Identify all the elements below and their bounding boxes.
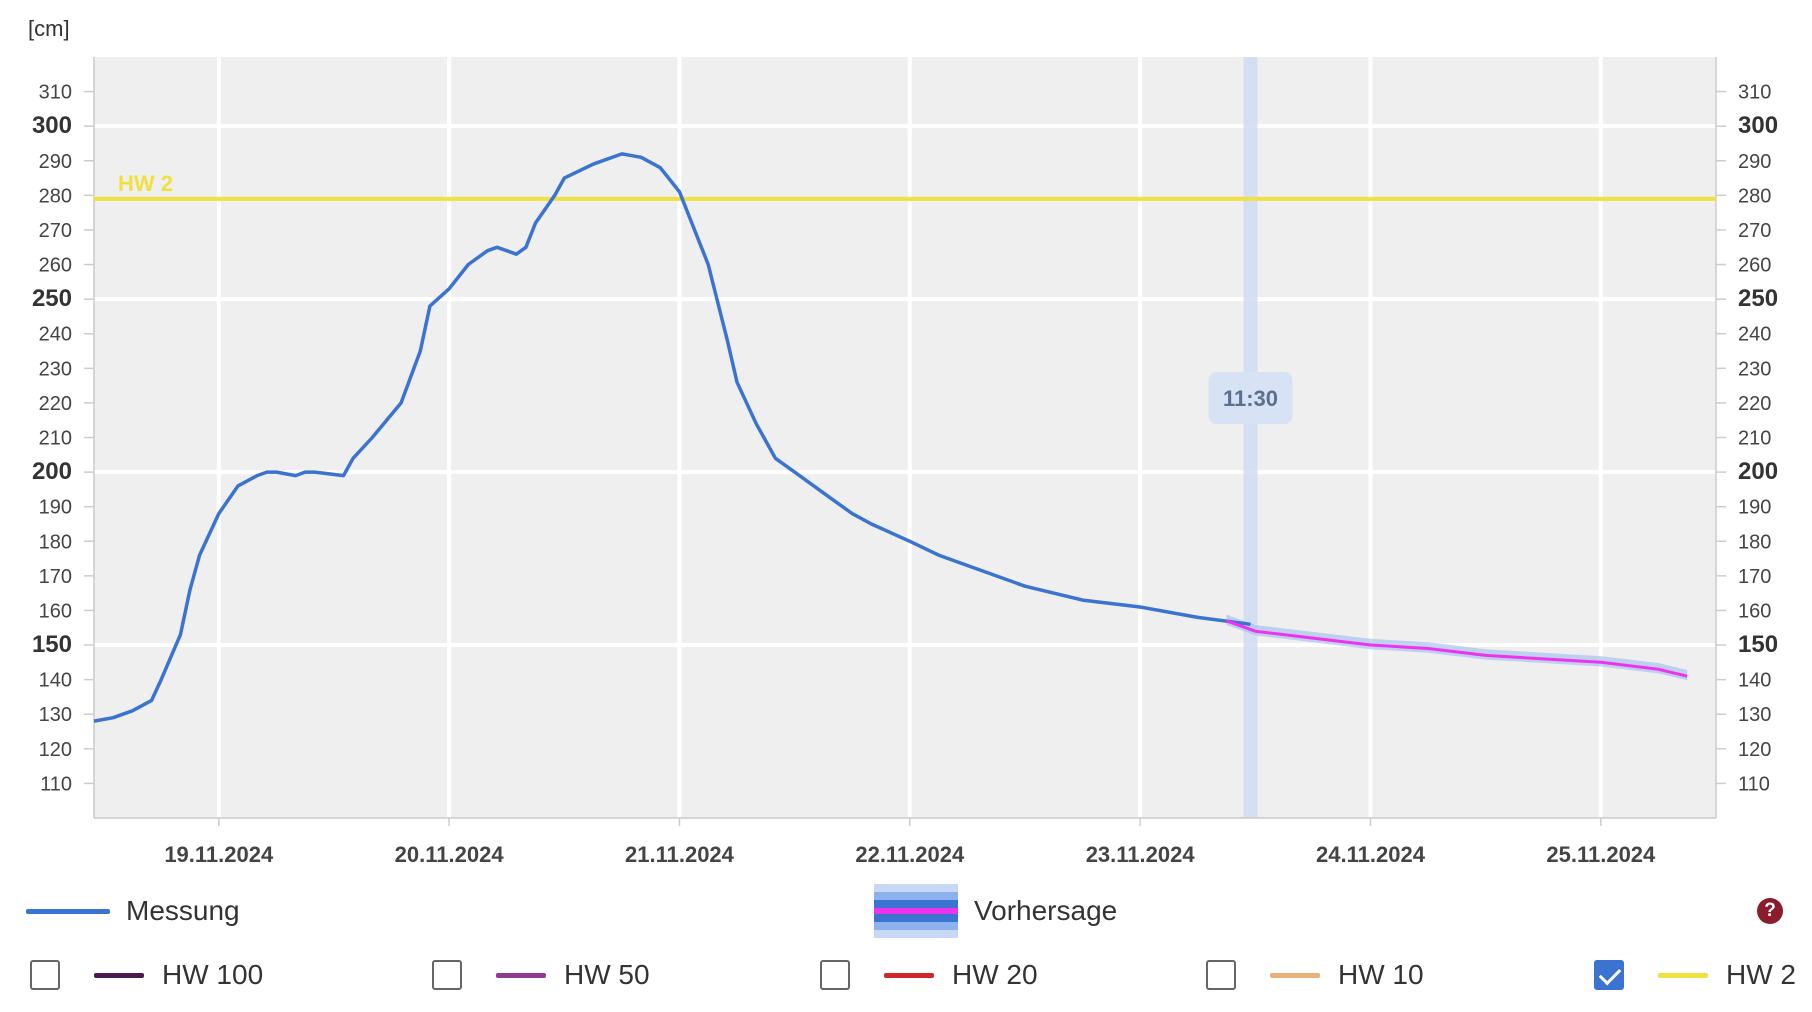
y-tick-label-left: 200	[32, 458, 72, 485]
y-tick-label-left: 180	[39, 531, 72, 553]
y-tick-label-left: 170	[39, 566, 72, 588]
y-tick-label-left: 280	[39, 185, 72, 207]
y-tick-label-left: 160	[39, 600, 72, 622]
threshold-swatch	[1270, 972, 1320, 978]
y-tick-label-right: 310	[1738, 82, 1771, 104]
threshold-swatch	[496, 972, 546, 978]
plot-area	[94, 57, 1716, 818]
legend-measurement-label: Messung	[126, 895, 240, 926]
threshold-swatch	[94, 972, 144, 978]
y-tick-label-left: 220	[39, 393, 72, 415]
x-tick-label: 23.11.2024	[1086, 842, 1196, 867]
legend-measurement[interactable]: Messung	[26, 886, 240, 936]
y-tick-label-left: 240	[39, 324, 72, 346]
threshold-checkbox[interactable]	[30, 960, 60, 990]
threshold-swatch	[884, 972, 934, 978]
y-tick-label-left: 270	[39, 220, 72, 242]
forecast-swatch	[874, 884, 958, 938]
y-tick-label-right: 200	[1738, 458, 1778, 485]
threshold-legend: HW 100 HW 50 HW 20 HW 10 HW 2	[0, 950, 1812, 1000]
question-circle-icon[interactable]: ?	[1757, 898, 1783, 924]
y-tick-label-left: 300	[32, 112, 72, 139]
current-time-band	[1243, 57, 1258, 818]
measurement-series-line[interactable]	[93, 152, 1251, 723]
y-tick-label-right: 170	[1738, 566, 1771, 588]
y-tick-label-left: 210	[39, 428, 72, 450]
x-tick-label: 24.11.2024	[1316, 842, 1426, 867]
y-tick-label-right: 270	[1738, 220, 1771, 242]
threshold-toggle-hw100[interactable]: HW 100	[30, 950, 263, 1000]
x-tick-label: 19.11.2024	[164, 842, 274, 867]
y-tick-label-right: 210	[1738, 428, 1771, 450]
threshold-label: HW 50	[564, 959, 650, 990]
measurement-swatch	[26, 908, 110, 914]
y-axis-right-ticks: 110 120 130 140 150 160 170 180 190 200 210 220 230 2…	[1716, 82, 1778, 795]
tooltip-time-text: 11:30	[1223, 386, 1278, 411]
y-axis-unit-label: [cm]	[28, 16, 70, 41]
y-tick-label-left: 150	[32, 631, 72, 658]
y-tick-label-right: 240	[1738, 324, 1771, 346]
y-tick-label-right: 190	[1738, 497, 1771, 519]
x-tick-label: 25.11.2024	[1546, 842, 1656, 867]
y-tick-label-right: 140	[1738, 670, 1771, 692]
y-tick-label-right: 120	[1738, 739, 1771, 761]
y-axis-left-ticks: 110 120 130 140 150 160 170 180 190 200 210 220 230 2…	[32, 82, 94, 795]
y-tick-label-right: 160	[1738, 600, 1771, 622]
threshold-checkbox[interactable]	[1594, 960, 1624, 990]
y-tick-label-left: 230	[39, 358, 72, 380]
y-tick-label-right: 150	[1738, 631, 1778, 658]
threshold-checkbox[interactable]	[1206, 960, 1236, 990]
tooltip-box	[1208, 372, 1293, 424]
threshold-label: HW 2	[1726, 959, 1796, 990]
threshold-toggle-hw2[interactable]: HW 2	[1594, 950, 1796, 1000]
series-legend: Messung Vorhersage ?	[0, 884, 1812, 938]
forecast-swatch-band	[874, 908, 958, 914]
threshold-label: HW 10	[1338, 959, 1424, 990]
y-tick-label-right: 180	[1738, 531, 1771, 553]
y-tick-label-right: 130	[1738, 704, 1771, 726]
x-axis-ticks: 19.11.2024 20.11.2024 21.11.2024 22.11.2024…	[164, 818, 1656, 867]
threshold-toggle-hw50[interactable]: HW 50	[432, 950, 650, 1000]
y-tick-label-right: 220	[1738, 393, 1771, 415]
y-tick-label-left: 120	[39, 739, 72, 761]
threshold-toggle-hw10[interactable]: HW 10	[1206, 950, 1424, 1000]
y-tick-label-left: 190	[39, 497, 72, 519]
hw2-threshold-label: HW 2	[118, 171, 173, 196]
y-tick-label-right: 290	[1738, 151, 1771, 173]
threshold-checkbox[interactable]	[820, 960, 850, 990]
y-tick-label-left: 250	[32, 285, 72, 312]
y-tick-label-left: 310	[39, 82, 72, 104]
threshold-checkbox[interactable]	[432, 960, 462, 990]
y-tick-label-right: 260	[1738, 255, 1771, 277]
y-tick-label-right: 280	[1738, 185, 1771, 207]
x-tick-label: 22.11.2024	[855, 842, 965, 867]
y-tick-label-left: 260	[39, 255, 72, 277]
y-tick-label-right: 230	[1738, 358, 1771, 380]
y-tick-label-right: 250	[1738, 285, 1778, 312]
y-tick-label-left: 130	[39, 704, 72, 726]
y-tick-label-right: 300	[1738, 112, 1778, 139]
y-tick-label-right: 110	[1738, 773, 1770, 795]
forecast-uncertainty-band	[1226, 614, 1688, 681]
legend-forecast[interactable]: Vorhersage	[874, 884, 1118, 938]
threshold-swatch	[1658, 972, 1708, 978]
forecast-series-line[interactable]	[1225, 619, 1688, 678]
threshold-label: HW 20	[952, 959, 1038, 990]
time-tooltip: 11:30	[1208, 372, 1293, 424]
y-tick-label-left: 290	[39, 151, 72, 173]
legend-forecast-label: Vorhersage	[974, 895, 1118, 926]
x-tick-label: 20.11.2024	[395, 842, 505, 867]
grid-lines	[94, 57, 1716, 818]
threshold-label: HW 100	[162, 959, 264, 990]
y-tick-label-left: 140	[39, 670, 72, 692]
threshold-toggle-hw20[interactable]: HW 20	[820, 950, 1038, 1000]
y-tick-label-left: 110	[40, 773, 72, 795]
x-tick-label: 21.11.2024	[625, 842, 735, 867]
